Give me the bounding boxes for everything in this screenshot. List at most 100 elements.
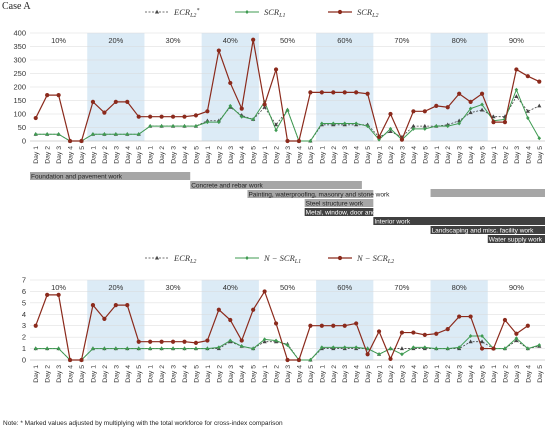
group-label: 10% — [51, 36, 66, 45]
data-point-1 — [503, 346, 507, 351]
phase-bar — [430, 226, 545, 234]
data-point-1 — [45, 346, 49, 351]
x-tick-label: Day 2 — [216, 146, 223, 164]
phase-label: Interior work — [374, 218, 411, 225]
phase-bar — [247, 190, 374, 198]
data-point-1 — [423, 126, 427, 131]
data-point-0 — [479, 107, 485, 112]
data-point-1 — [342, 345, 347, 350]
x-tick-label: Day 4 — [354, 365, 361, 383]
data-point-1 — [354, 345, 358, 350]
data-point-1 — [480, 334, 484, 338]
x-tick-label: Day 5 — [365, 365, 372, 383]
legend-marker — [245, 256, 249, 260]
data-point-2 — [354, 321, 359, 326]
data-point-1 — [445, 124, 450, 129]
x-tick-label: Day 5 — [251, 365, 258, 383]
x-tick-label: Day 2 — [159, 146, 166, 164]
x-tick-label: Day 5 — [79, 146, 86, 164]
x-tick-label: Day 4 — [525, 365, 532, 383]
data-point-2 — [148, 339, 153, 344]
x-tick-label: Day 1 — [90, 146, 97, 164]
y-tick-label: 4 — [22, 310, 26, 319]
y-tick-label: 100 — [13, 110, 26, 119]
legend-marker — [337, 9, 343, 15]
phase-bar — [487, 235, 545, 243]
data-point-2 — [457, 314, 462, 319]
data-point-2 — [296, 357, 302, 363]
x-tick-label: Day 4 — [468, 365, 475, 383]
x-tick-label: Day 2 — [331, 146, 338, 164]
data-point-2 — [457, 91, 462, 96]
data-point-2 — [102, 110, 107, 115]
x-tick-label: Day 2 — [45, 365, 52, 383]
x-tick-label: Day 3 — [56, 146, 63, 164]
x-tick-label: Day 3 — [514, 365, 521, 383]
data-point-2 — [468, 314, 473, 319]
x-tick-label: Day 1 — [434, 365, 441, 383]
data-point-1 — [125, 346, 130, 351]
group-label: 50% — [280, 36, 295, 45]
phase-bar — [190, 181, 362, 189]
phase-bar — [30, 172, 191, 180]
data-point-2 — [468, 99, 473, 104]
group-label: 30% — [166, 36, 181, 45]
data-point-2 — [308, 90, 313, 95]
data-point-1 — [45, 132, 49, 137]
data-point-2 — [388, 111, 393, 117]
data-point-1 — [182, 124, 187, 129]
data-point-2 — [422, 332, 427, 337]
y-tick-label: 6 — [22, 287, 26, 296]
data-point-2 — [125, 303, 130, 308]
legend-entry: ECRL2* — [173, 7, 199, 19]
x-tick-label: Day 1 — [434, 146, 441, 164]
x-tick-label: Day 3 — [171, 365, 178, 383]
x-tick-label: Day 5 — [193, 146, 200, 164]
phase-label: Concrete and rebar work — [191, 182, 263, 189]
data-point-2 — [365, 91, 370, 96]
x-tick-label: Day 4 — [296, 365, 303, 383]
data-point-1 — [423, 345, 427, 350]
data-point-2 — [319, 323, 324, 328]
data-point-2 — [251, 307, 256, 312]
group-label: 50% — [280, 283, 295, 292]
data-point-0 — [468, 339, 473, 344]
x-tick-label: Day 2 — [388, 146, 395, 164]
x-tick-label: Day 5 — [422, 146, 429, 164]
phase-bar — [373, 217, 545, 225]
data-point-2 — [205, 109, 210, 114]
x-tick-label: Day 2 — [102, 365, 109, 383]
data-point-1 — [251, 117, 255, 122]
data-point-1 — [537, 136, 542, 141]
data-point-1 — [377, 352, 381, 357]
data-point-0 — [468, 110, 473, 115]
data-point-1 — [194, 346, 198, 351]
data-point-2 — [342, 90, 347, 95]
data-point-1 — [274, 128, 278, 133]
x-tick-label: Day 4 — [296, 146, 303, 164]
legend-marker — [337, 255, 343, 261]
x-tick-label: Day 2 — [502, 365, 509, 383]
legend-entry: N − SCRL1 — [263, 253, 301, 265]
data-point-1 — [159, 124, 164, 129]
y-tick-label: 350 — [13, 42, 26, 51]
x-tick-label: Day 5 — [193, 365, 200, 383]
x-tick-label: Day 5 — [422, 365, 429, 383]
data-point-0 — [525, 109, 530, 113]
data-point-2 — [239, 338, 244, 343]
data-point-1 — [56, 132, 61, 137]
data-point-1 — [205, 346, 210, 351]
data-point-1 — [411, 345, 416, 350]
x-tick-label: Day 1 — [205, 365, 212, 383]
x-tick-label: Day 3 — [514, 146, 521, 164]
x-tick-label: Day 3 — [228, 146, 235, 164]
data-point-2 — [125, 99, 130, 104]
data-point-2 — [479, 91, 485, 96]
data-point-2 — [502, 317, 508, 323]
data-point-1 — [537, 343, 542, 348]
x-tick-label: Day 4 — [411, 146, 418, 164]
data-point-1 — [274, 338, 278, 343]
phase-bar — [304, 199, 374, 207]
data-point-2 — [228, 80, 233, 86]
